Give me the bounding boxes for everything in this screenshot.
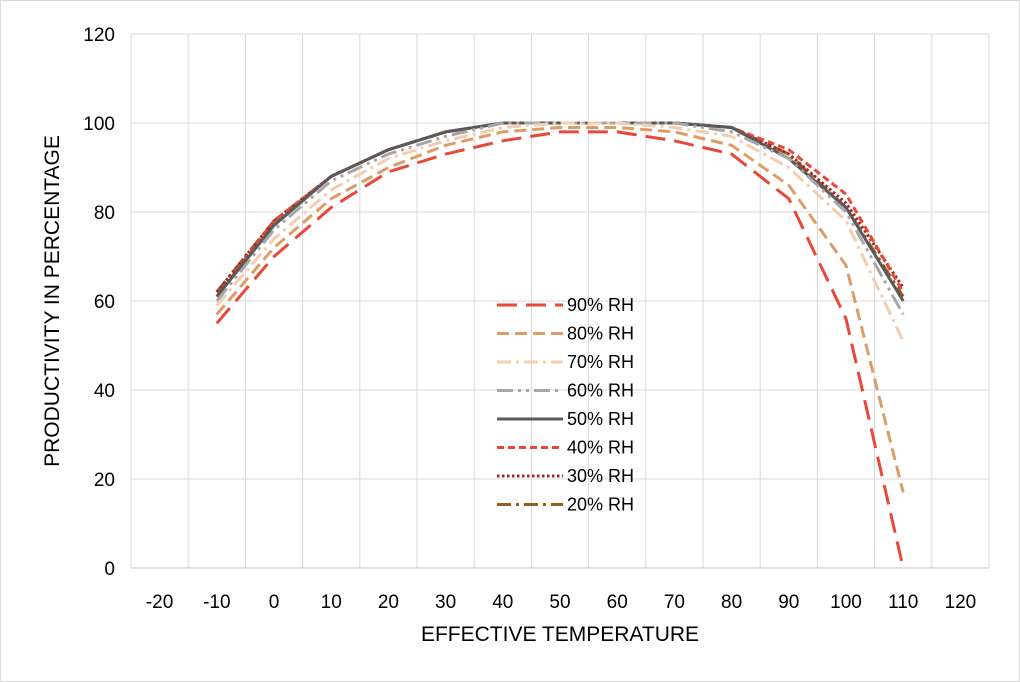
tick-labels: -20 -10 0 10 20 30 40 50 60 70 80 90 100 110 120 0 20 40 6… <box>83 25 976 613</box>
y-axis-title: PRODUCTIVITY IN PERCENTAGE <box>41 135 64 467</box>
x-tick-label: 40 <box>492 592 513 613</box>
series-line-60-rh <box>215 121 905 316</box>
x-tick-label: 120 <box>945 592 977 613</box>
legend-label: 20% RH <box>567 495 634 515</box>
x-tick-label: 90 <box>778 592 799 613</box>
x-tick-label: 60 <box>607 592 628 613</box>
legend-label: 70% RH <box>567 352 634 372</box>
x-tick-label: 70 <box>664 592 685 613</box>
gridlines <box>130 33 990 569</box>
legend-label: 40% RH <box>567 438 634 458</box>
y-tick-label: 0 <box>104 559 115 580</box>
x-tick-label: 10 <box>321 592 342 613</box>
y-tick-label: 120 <box>83 25 115 46</box>
x-tick-label: -20 <box>146 592 173 613</box>
y-tick-label: 60 <box>94 292 115 313</box>
legend-label: 50% RH <box>567 409 634 429</box>
legend-label: 90% RH <box>567 295 634 315</box>
y-tick-label: 100 <box>83 114 115 135</box>
y-tick-label: 80 <box>94 203 115 224</box>
y-tick-label: 20 <box>94 470 115 491</box>
x-tick-label: 20 <box>378 592 399 613</box>
x-tick-label: 0 <box>269 592 280 613</box>
x-tick-label: 110 <box>888 592 918 613</box>
series-lines <box>215 121 905 569</box>
series-line-80-rh <box>215 126 905 493</box>
x-tick-label: 80 <box>721 592 742 613</box>
series-line-90-rh <box>215 130 905 569</box>
y-tick-label: 40 <box>94 381 115 402</box>
legend-label: 60% RH <box>567 381 634 401</box>
series-line-70-rh <box>215 121 905 342</box>
x-tick-label: -10 <box>203 592 230 613</box>
x-tick-label: 30 <box>435 592 456 613</box>
legend-label: 80% RH <box>567 324 634 344</box>
x-axis-title: EFFECTIVE TEMPERATURE <box>421 623 699 646</box>
legend: 90% RH 80% RH 70% RH 60% RH 50% RH 40% RH 30% … <box>497 295 634 515</box>
x-tick-label: 50 <box>549 592 570 613</box>
x-tick-label: 100 <box>830 592 862 613</box>
legend-label: 30% RH <box>567 466 634 486</box>
